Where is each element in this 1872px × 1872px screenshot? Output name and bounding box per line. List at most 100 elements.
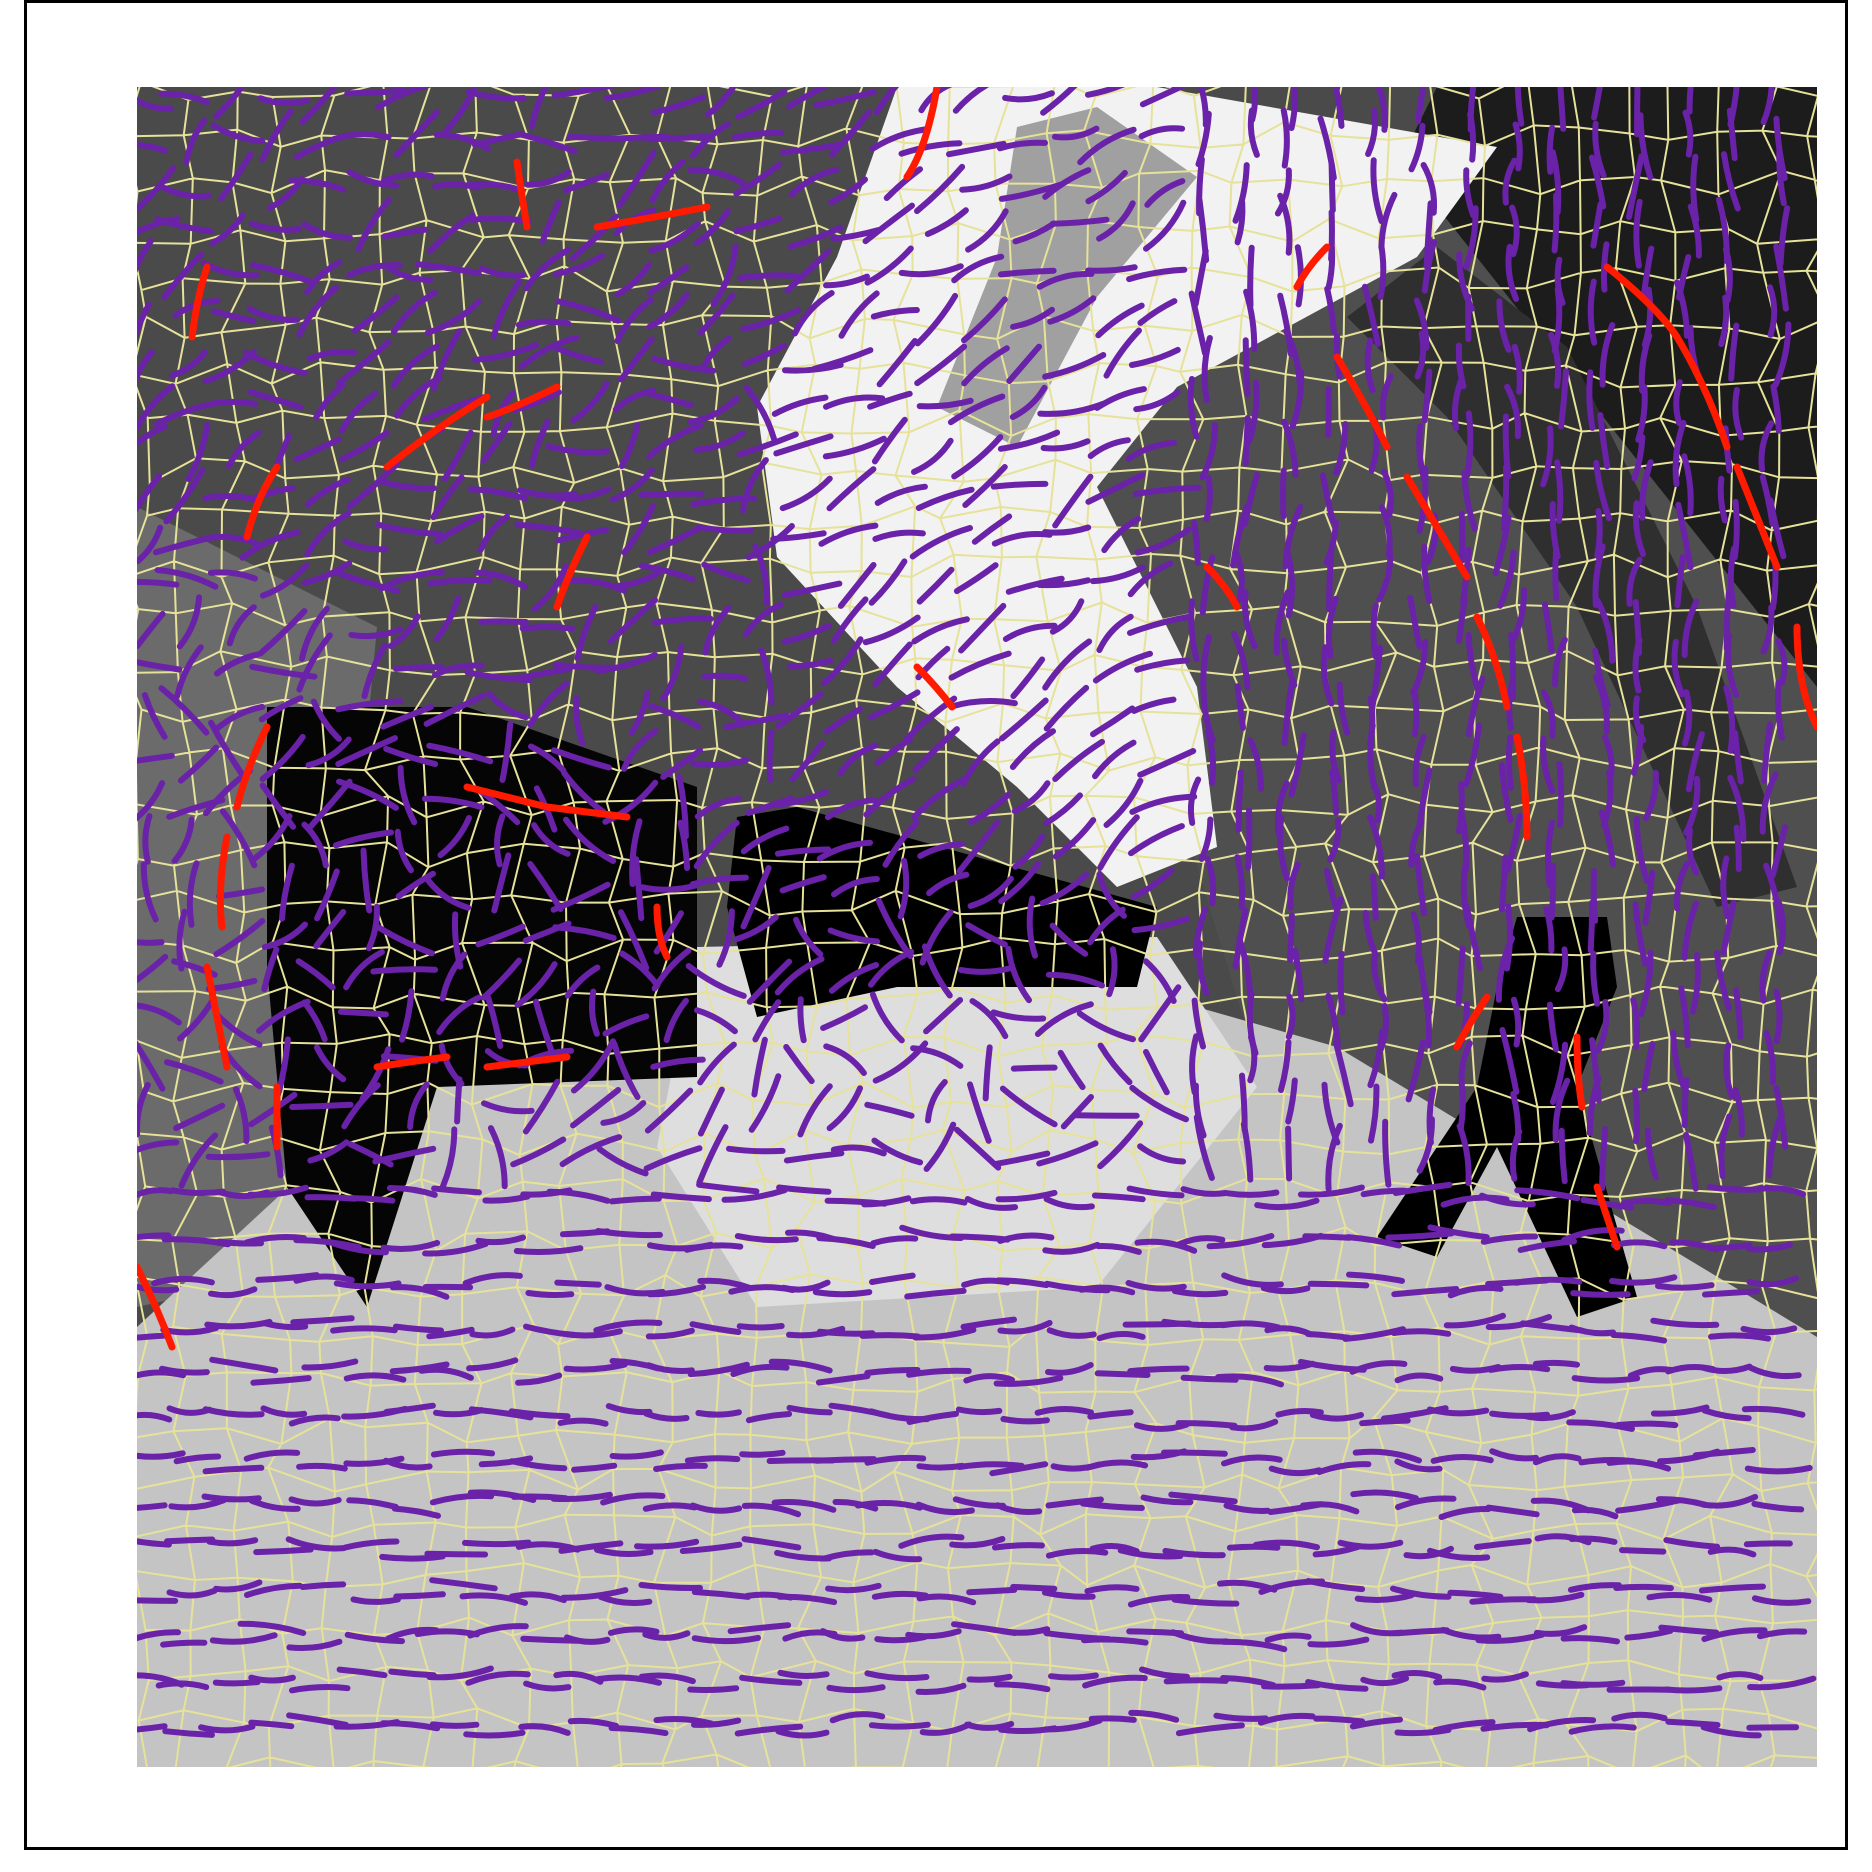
orientation-stroke <box>511 389 562 414</box>
orientation-stroke <box>906 1367 972 1378</box>
orientation-stroke <box>650 1191 712 1203</box>
orientation-stroke <box>1042 1717 1103 1733</box>
orientation-stroke <box>213 87 246 120</box>
orientation-stroke <box>813 88 877 109</box>
orientation-stroke <box>921 943 953 999</box>
orientation-stroke <box>1089 1543 1140 1555</box>
orientation-stroke <box>775 691 824 730</box>
orientation-stroke <box>773 789 830 808</box>
highlighted-stroke <box>1473 613 1511 711</box>
orientation-stroke <box>551 87 619 99</box>
highlighted-stroke <box>513 158 531 231</box>
orientation-stroke <box>386 1184 438 1198</box>
orientation-stroke <box>993 1375 1064 1387</box>
orientation-stroke <box>1480 1233 1539 1245</box>
orientation-stroke <box>781 622 832 645</box>
orientation-stroke <box>786 1404 833 1416</box>
orientation-stroke <box>1325 595 1339 660</box>
orientation-stroke <box>824 796 878 821</box>
orientation-stroke <box>335 698 404 713</box>
orientation-stroke <box>820 1004 868 1031</box>
orientation-stroke <box>137 423 168 448</box>
orientation-stroke <box>1333 1039 1354 1108</box>
orientation-stroke <box>958 965 1014 975</box>
orientation-stroke <box>1415 87 1427 125</box>
orientation-stroke <box>690 757 750 768</box>
orientation-stroke <box>1580 1197 1635 1211</box>
orientation-stroke <box>1261 1682 1321 1690</box>
orientation-stroke <box>475 1234 526 1246</box>
orientation-stroke <box>966 1673 1013 1683</box>
orientation-stroke <box>137 659 183 673</box>
orientation-stroke <box>1180 1374 1239 1383</box>
orientation-stroke <box>1052 473 1094 529</box>
white-diagonal-band-region <box>757 87 1497 887</box>
highlighted-stroke <box>373 1053 451 1071</box>
orientation-stroke <box>288 1496 342 1507</box>
orientation-stroke <box>1681 453 1694 516</box>
orientation-stroke <box>508 1591 567 1604</box>
orientation-stroke <box>816 839 873 862</box>
orientation-stroke <box>1235 769 1244 833</box>
orientation-stroke <box>1467 111 1477 163</box>
orientation-stroke <box>491 852 512 914</box>
orientation-stroke <box>609 1195 662 1205</box>
orientation-stroke <box>1264 1632 1312 1644</box>
highlighted-stroke <box>543 803 631 821</box>
orientation-stroke <box>701 672 749 682</box>
orientation-stroke <box>350 1596 401 1605</box>
orientation-stroke <box>789 739 826 782</box>
highlighted-stroke <box>1293 243 1331 291</box>
orientation-stroke <box>1463 903 1483 971</box>
orientation-stroke <box>550 1491 613 1503</box>
orientation-stroke <box>1405 1039 1426 1103</box>
orientation-stroke <box>1465 675 1486 738</box>
orientation-stroke <box>694 795 743 820</box>
orientation-stroke <box>642 1630 691 1641</box>
orientation-stroke <box>781 580 843 599</box>
orientation-stroke <box>247 1184 309 1198</box>
orientation-stroke <box>1094 386 1147 411</box>
orientation-stroke <box>385 264 434 283</box>
orientation-stroke <box>481 1100 535 1115</box>
orientation-stroke <box>1447 1589 1504 1600</box>
orientation-stroke <box>286 1638 343 1652</box>
orientation-stroke <box>594 652 659 674</box>
orientation-stroke <box>740 457 769 514</box>
orientation-stroke <box>1106 946 1118 998</box>
orientation-stroke <box>609 467 655 503</box>
orientation-stroke <box>649 158 687 204</box>
orientation-stroke <box>1241 589 1258 650</box>
orientation-stroke <box>564 964 601 999</box>
orientation-stroke <box>392 1323 444 1334</box>
orientation-stroke <box>347 1141 394 1168</box>
orientation-stroke <box>552 344 605 365</box>
orientation-stroke <box>168 349 208 379</box>
orientation-stroke <box>1277 192 1293 256</box>
orientation-stroke <box>1257 1712 1316 1726</box>
orientation-stroke <box>1041 1589 1096 1600</box>
orientation-stroke <box>600 1492 666 1506</box>
orientation-stroke <box>1718 1113 1733 1180</box>
orientation-stroke <box>1540 689 1556 739</box>
orientation-stroke <box>837 742 879 777</box>
orientation-stroke <box>638 1672 696 1685</box>
orientation-stroke <box>651 615 714 626</box>
orientation-stroke <box>1287 912 1295 963</box>
orientation-stroke <box>1042 1241 1101 1255</box>
orientation-stroke <box>1232 162 1250 224</box>
orientation-stroke <box>1673 379 1683 427</box>
orientation-stroke <box>1095 1243 1142 1255</box>
orientation-stroke <box>1188 598 1200 662</box>
orientation-stroke <box>381 226 429 240</box>
orientation-stroke <box>262 1320 309 1331</box>
orientation-stroke <box>499 721 514 783</box>
orientation-stroke <box>1723 684 1736 754</box>
orientation-stroke <box>1137 748 1197 778</box>
orientation-stroke <box>1761 721 1773 784</box>
orientation-stroke <box>862 202 915 245</box>
orientation-stroke <box>1247 1034 1258 1084</box>
orientation-stroke <box>956 1461 1025 1470</box>
orientation-stroke <box>1175 1420 1238 1429</box>
orientation-stroke <box>593 1319 663 1334</box>
